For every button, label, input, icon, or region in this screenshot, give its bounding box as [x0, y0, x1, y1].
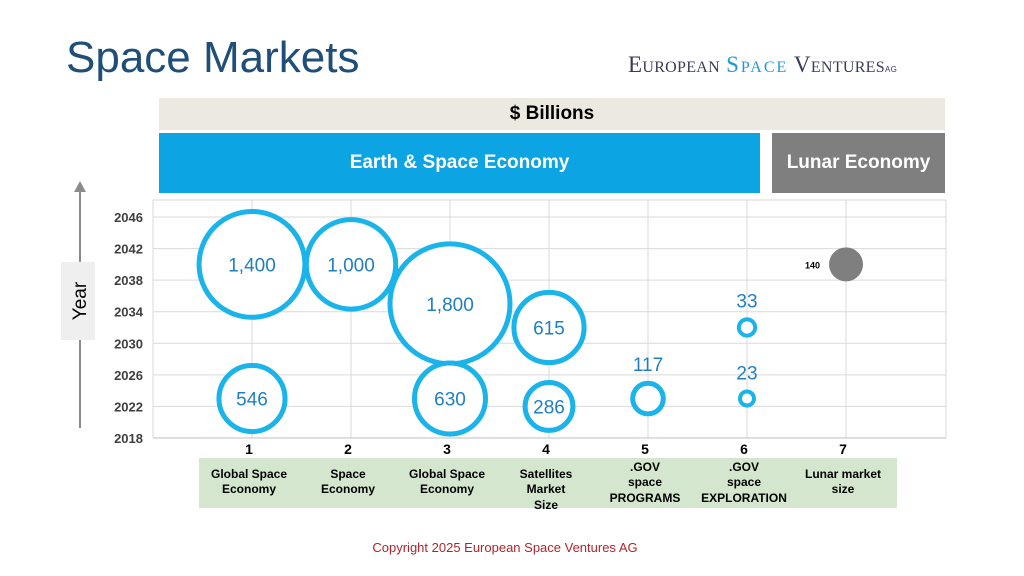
- x-tick-label: 5: [641, 441, 649, 457]
- x-tick-label: 3: [443, 441, 451, 457]
- data-label-1400: 1,400: [228, 255, 276, 276]
- y-tick-label: 2046: [114, 210, 143, 225]
- data-label-630: 630: [434, 390, 466, 411]
- y-tick-label: 2038: [114, 273, 143, 288]
- category-label-2: Space Economy: [320, 467, 375, 497]
- bubble-117: [630, 380, 666, 417]
- x-tick-label: 7: [839, 441, 847, 457]
- logo-word-european: European: [628, 52, 727, 77]
- x-tick-label: 2: [344, 441, 352, 457]
- bubble-286: [522, 380, 576, 433]
- bubble-615: [511, 289, 587, 366]
- data-label-23: 23: [736, 364, 757, 385]
- copyright-text: Copyright 2025 European Space Ventures A…: [372, 540, 638, 555]
- category-label-4: Satellites Market Size: [519, 467, 573, 512]
- data-label-33: 33: [736, 291, 757, 312]
- x-tick-label: 1: [245, 441, 253, 457]
- bubble-33: [736, 317, 758, 338]
- bubble-630: [412, 360, 488, 437]
- lunar-economy-band: Lunar Economy: [772, 133, 945, 193]
- category-label-3: Global Space Economy: [408, 467, 486, 497]
- y-tick-label: 2022: [114, 399, 143, 414]
- category-label-1: Global Space Economy: [210, 467, 288, 497]
- bubble-140: [829, 247, 863, 282]
- bubble-23: [738, 389, 756, 408]
- page-title: Space Markets: [66, 33, 360, 82]
- category-label-7: Lunar market size: [804, 467, 882, 497]
- y-tick-label: 2026: [114, 368, 143, 383]
- company-logo: European Space VenturesAG: [628, 53, 897, 76]
- logo-word-space: Space: [726, 52, 789, 77]
- bubble-1000: [303, 217, 399, 312]
- data-label-1000: 1,000: [327, 255, 375, 276]
- y-axis-arrowhead: [74, 181, 86, 192]
- y-tick-label: 2042: [114, 242, 143, 257]
- bubble-546: [216, 362, 288, 435]
- y-axis-label: Year: [70, 281, 91, 320]
- data-label-615: 615: [533, 319, 565, 340]
- units-header: $ Billions: [159, 98, 945, 130]
- logo-suffix: AG: [884, 65, 898, 74]
- y-tick-label: 2018: [114, 431, 143, 446]
- logo-word-ventures: Ventures: [788, 52, 885, 77]
- y-tick-label: 2030: [114, 336, 143, 351]
- earth-economy-band: Earth & Space Economy: [159, 133, 760, 193]
- data-label-286: 286: [533, 397, 565, 418]
- category-label-6: .GOV space EXPLORATION: [701, 460, 787, 505]
- data-label-546: 546: [236, 390, 268, 411]
- x-tick-label: 4: [542, 441, 550, 457]
- data-label-117: 117: [633, 355, 663, 376]
- y-tick-label: 2034: [114, 305, 144, 320]
- data-label-140: 140: [805, 260, 820, 270]
- category-label-5: .GOV space PROGRAMS: [609, 460, 681, 505]
- data-label-1800: 1,800: [426, 295, 474, 316]
- y-axis-label-bg: [61, 262, 95, 340]
- x-tick-label: 6: [740, 441, 748, 457]
- category-label-background: [199, 458, 897, 508]
